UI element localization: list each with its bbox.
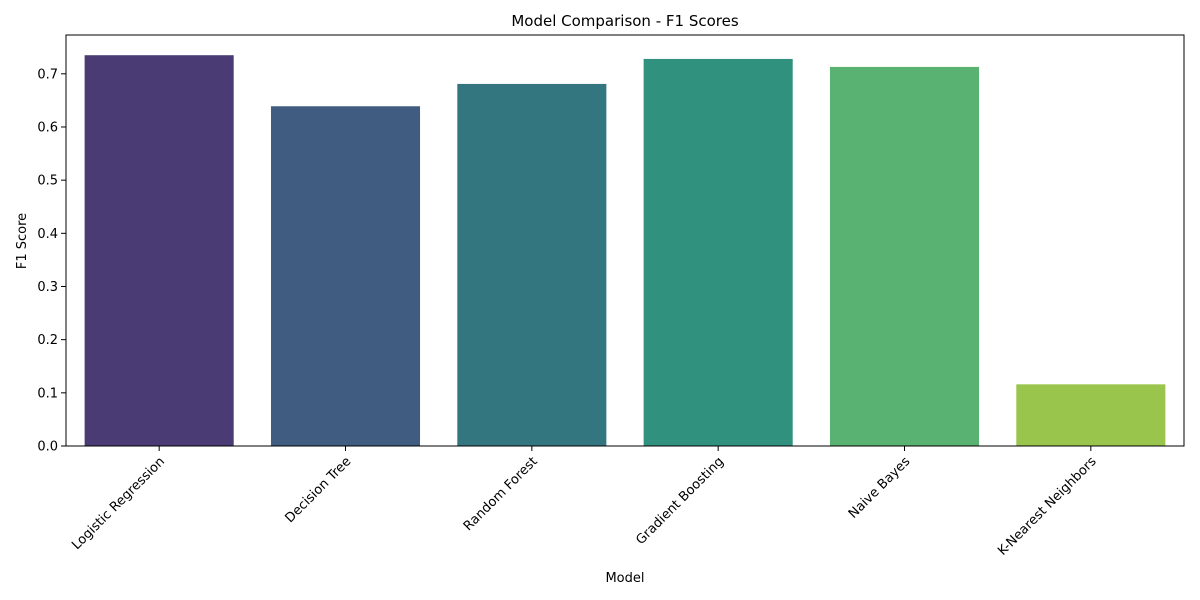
bar-gradient-boosting bbox=[643, 58, 793, 446]
y-tick-label: 0.7 bbox=[37, 67, 58, 82]
x-axis-label: Model bbox=[605, 571, 644, 586]
y-axis-label: F1 Score bbox=[15, 213, 30, 269]
chart-title: Model Comparison - F1 Scores bbox=[511, 12, 739, 30]
y-axis-ticks: 0.0 0.1 0.2 0.3 0.4 0.5 0.6 0.7 bbox=[37, 67, 66, 455]
y-tick-label: 0.3 bbox=[37, 280, 58, 295]
x-tick-label: Gradient Boosting bbox=[633, 454, 727, 548]
bar-naive-bayes bbox=[829, 66, 980, 447]
bar-logistic-regression bbox=[84, 55, 234, 446]
y-tick-label: 0.4 bbox=[37, 227, 58, 242]
bar-random-forest bbox=[457, 83, 607, 447]
plot-frame bbox=[65, 34, 1185, 447]
x-axis-ticks: Logistic Regression Decision Tree Random F… bbox=[69, 446, 1100, 559]
y-tick-label: 0.6 bbox=[37, 120, 58, 135]
bar-decision-tree bbox=[270, 106, 421, 447]
bars bbox=[84, 55, 1166, 447]
x-tick-label: Decision Tree bbox=[283, 454, 355, 526]
x-tick-label: Naive Bayes bbox=[846, 454, 914, 522]
x-tick-label: Random Forest bbox=[461, 454, 541, 534]
y-tick-label: 0.5 bbox=[37, 174, 58, 189]
x-tick-label: K-Nearest Neighbors bbox=[995, 454, 1100, 559]
y-tick-label: 0.1 bbox=[37, 386, 58, 401]
x-tick-label: Logistic Regression bbox=[69, 454, 168, 553]
y-tick-label: 0.2 bbox=[37, 333, 58, 348]
bar-k-nearest-neighbors bbox=[1016, 384, 1166, 446]
y-tick-label: 0.0 bbox=[37, 440, 58, 455]
